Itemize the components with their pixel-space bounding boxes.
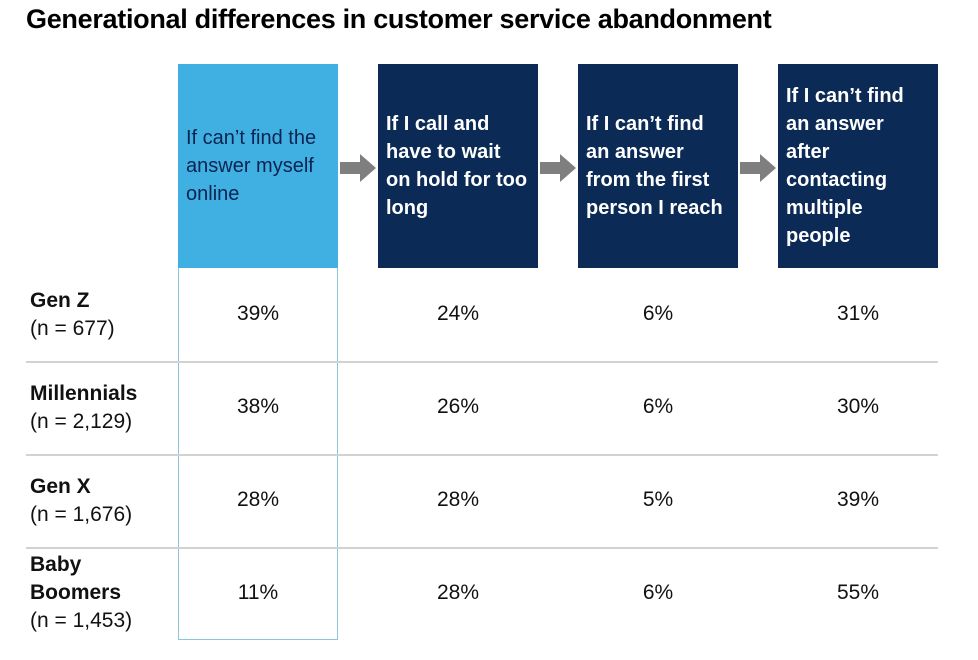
table-cell-value: 5% bbox=[642, 487, 674, 511]
table-cell-value: 24% bbox=[436, 301, 480, 325]
table-cell-value: 11% bbox=[237, 580, 279, 604]
row-divider bbox=[26, 454, 938, 456]
arrow-right-icon bbox=[340, 154, 376, 182]
column-header: If can’t find the answer myself online bbox=[178, 64, 338, 268]
chart-title: Generational differences in customer ser… bbox=[26, 4, 772, 34]
table-cell-value: 28% bbox=[236, 487, 280, 511]
table-cell-value: 30% bbox=[836, 394, 880, 418]
column-header: If I can’t find an answer after contacti… bbox=[778, 64, 938, 268]
table-cell-value: 6% bbox=[642, 394, 674, 418]
row-sample-size: (n = 1,453) bbox=[30, 608, 133, 632]
column-header: If I call and have to wait on hold for t… bbox=[378, 64, 538, 268]
row-label: Millennials (n = 2,129) bbox=[30, 380, 137, 436]
row-sample-size: (n = 2,129) bbox=[30, 409, 133, 433]
row-label: Gen Z (n = 677) bbox=[30, 287, 115, 343]
column-header-label: If I can’t find an answer after contacti… bbox=[786, 85, 904, 247]
table-cell-value: 55% bbox=[836, 580, 880, 604]
row-group-name: Gen Z bbox=[30, 288, 90, 312]
column-header-label: If I can’t find an answer from the first… bbox=[586, 113, 723, 219]
table-cell-value: 31% bbox=[836, 301, 880, 325]
row-group-name: Baby Boomers bbox=[30, 552, 122, 604]
row-group-name: Gen X bbox=[30, 474, 91, 498]
row-divider bbox=[26, 361, 938, 363]
column-header-label: If I call and have to wait on hold for t… bbox=[386, 113, 528, 219]
column-header-label: If can’t find the answer myself online bbox=[186, 127, 317, 205]
row-sample-size: (n = 677) bbox=[30, 316, 115, 340]
row-label: Baby Boomers (n = 1,453) bbox=[30, 551, 150, 635]
table-cell-value: 6% bbox=[642, 301, 674, 325]
row-group-name: Millennials bbox=[30, 381, 138, 405]
table-cell-value: 38% bbox=[236, 394, 280, 418]
table-cell-value: 28% bbox=[436, 580, 480, 604]
table-cell-value: 28% bbox=[436, 487, 480, 511]
table-cell-value: 39% bbox=[836, 487, 880, 511]
table-cell-value: 6% bbox=[642, 580, 674, 604]
column-header: If I can’t find an answer from the first… bbox=[578, 64, 738, 268]
row-sample-size: (n = 1,676) bbox=[30, 502, 133, 526]
arrow-right-icon bbox=[740, 154, 776, 182]
arrow-right-icon bbox=[540, 154, 576, 182]
table-cell-value: 39% bbox=[236, 301, 280, 325]
table-cell-value: 26% bbox=[436, 394, 480, 418]
row-label: Gen X (n = 1,676) bbox=[30, 473, 132, 529]
row-divider bbox=[26, 547, 938, 549]
